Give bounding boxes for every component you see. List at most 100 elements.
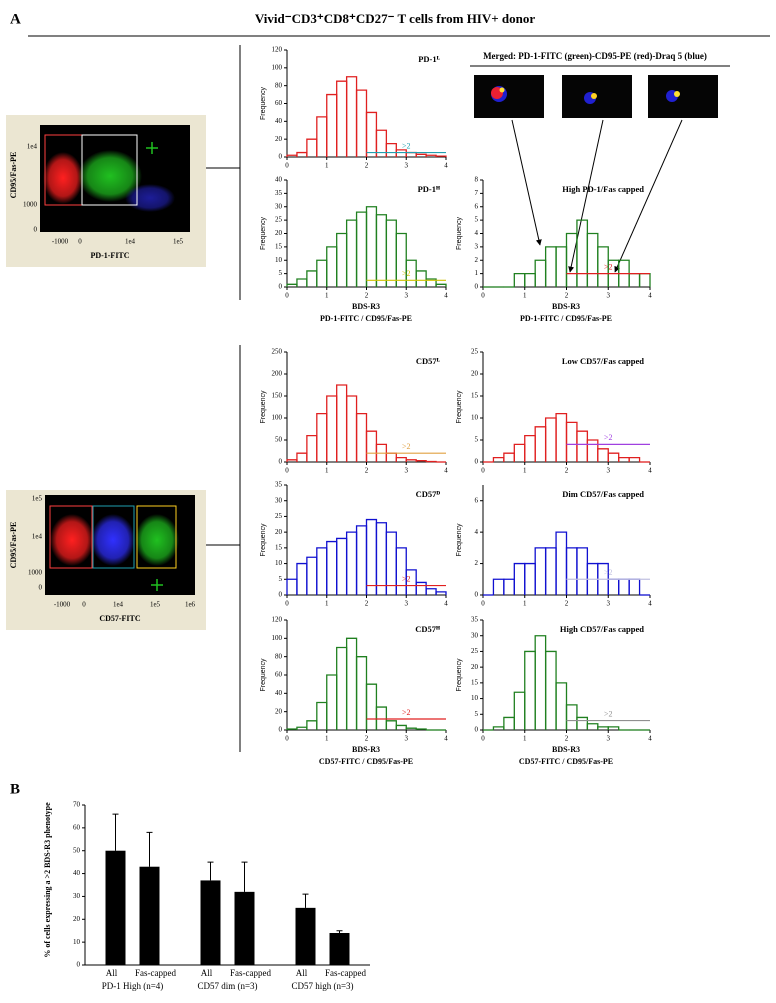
histogram-bin — [534, 426, 547, 462]
histogram-bin — [555, 246, 568, 287]
histogram-bin — [607, 578, 620, 595]
histogram-bin — [503, 452, 515, 462]
gate-label: PD-1-low — [48, 138, 78, 145]
y-tick-label: 10 — [73, 938, 81, 946]
histogram-bin — [306, 434, 318, 462]
histogram-bin — [355, 89, 368, 157]
x-axis-sublabel: CD57-FITC / CD95/Fas-PE — [319, 757, 413, 766]
histogram-bin — [345, 637, 358, 730]
x-tick-label: Fas-capped — [135, 968, 176, 978]
cell-cloud — [125, 184, 175, 212]
x-axis-sublabel: PD-1-FITC / CD95/Fas-PE — [320, 314, 412, 323]
histogram-bin — [435, 591, 447, 595]
histogram-bin — [555, 682, 568, 730]
histogram-bin — [365, 111, 378, 157]
histogram-bin — [316, 412, 328, 462]
panel-label: B — [10, 781, 20, 797]
cell-stain — [499, 87, 505, 93]
y-tick-label: 25 — [275, 512, 283, 520]
x-tick-label: Fas-capped — [230, 968, 271, 978]
y-tick-label: 100 — [272, 414, 283, 422]
y-tick-label: 1 — [475, 269, 479, 277]
y-tick-label: 30 — [275, 496, 283, 504]
y-tick-label: 0 — [475, 283, 479, 291]
y-axis-label: Frequency — [260, 390, 267, 424]
histogram-bin — [565, 421, 578, 462]
x-tick-label: 1 — [325, 162, 329, 170]
y-tick-label: 80 — [275, 652, 283, 660]
histogram-bin — [385, 720, 397, 730]
y-tick-label: 50 — [73, 846, 81, 854]
histogram-bin — [296, 278, 308, 287]
histogram-bin — [355, 412, 368, 462]
y-tick-label: 20 — [275, 135, 283, 143]
y-tick-label: 0 — [279, 726, 283, 734]
y-axis-label: % of cells expressing a >2 BDS-R3 phenot… — [43, 802, 52, 958]
histogram-bin — [316, 547, 328, 595]
histogram-bin — [544, 650, 557, 730]
histogram-bin — [576, 547, 589, 595]
threshold-label: >2 — [402, 574, 411, 583]
histogram-bin — [544, 246, 557, 287]
histogram-bin — [286, 578, 298, 595]
histogram-bin — [513, 272, 526, 287]
y-tick-label: 1000 — [28, 569, 43, 577]
histogram-bin — [524, 562, 536, 595]
histogram-bin — [296, 452, 308, 462]
y-tick-label: 35 — [471, 616, 479, 624]
histogram-bin — [345, 395, 358, 462]
y-tick-label: 0 — [475, 458, 479, 466]
x-tick-label: 0 — [285, 735, 289, 743]
x-axis-label: BDS-R3 — [552, 745, 580, 754]
histogram-bin — [555, 412, 568, 462]
histogram-bin — [385, 219, 397, 287]
cell-stain — [674, 91, 680, 97]
x-tick-label: 0 — [285, 600, 289, 608]
x-tick-label: 1 — [325, 467, 329, 475]
x-tick-label: 1 — [325, 292, 329, 300]
y-tick-label: 50 — [275, 436, 283, 444]
threshold-label: >2 — [402, 141, 411, 150]
x-tick-label: Fas-capped — [325, 968, 366, 978]
histogram-bin — [534, 547, 547, 595]
x-tick-label: 3 — [405, 600, 409, 608]
gate-label: CD57-low — [53, 509, 85, 516]
histogram-bin — [435, 283, 447, 287]
histogram-bin — [405, 151, 417, 157]
histogram-title: CD57ᴸ — [416, 356, 441, 366]
cell-image — [474, 75, 544, 118]
histogram-bin — [586, 232, 599, 287]
axis — [84, 805, 370, 966]
y-tick-label: 0 — [475, 726, 479, 734]
threshold-label: >2 — [604, 709, 613, 718]
x-axis-label: BDS-R3 — [352, 302, 380, 311]
gate-label: CD57-high — [140, 509, 174, 516]
y-tick-label: 10 — [471, 694, 479, 702]
marker-cross — [146, 142, 158, 154]
x-tick-label: 4 — [648, 467, 652, 475]
histogram-bin — [355, 525, 368, 595]
histogram-bin — [306, 556, 318, 595]
x-tick-label: 0 — [481, 735, 485, 743]
y-tick-label: 4 — [475, 528, 479, 536]
histogram-bin — [345, 76, 358, 157]
y-tick-label: 10 — [275, 559, 283, 567]
y-tick-label: 150 — [272, 392, 283, 400]
histogram-bin — [607, 726, 620, 730]
y-tick-label: 80 — [275, 81, 283, 89]
group-label: CD57 high (n=3) — [291, 981, 353, 991]
x-tick-label: -1000 — [52, 238, 69, 246]
threshold-label: >2 — [402, 442, 411, 451]
y-tick-label: 10 — [471, 414, 479, 422]
cell-stain — [591, 93, 597, 99]
y-tick-label: 5 — [475, 216, 479, 224]
y-tick-label: 5 — [475, 710, 479, 718]
y-tick-label: 0 — [39, 584, 43, 592]
histogram-bin — [365, 206, 378, 287]
y-tick-label: 20 — [275, 528, 283, 536]
histogram-bin — [306, 138, 318, 157]
y-tick-label: 15 — [275, 242, 283, 250]
histogram-bin — [607, 452, 620, 462]
x-tick-label: 1e4 — [125, 238, 136, 246]
histogram-bin — [534, 259, 547, 287]
